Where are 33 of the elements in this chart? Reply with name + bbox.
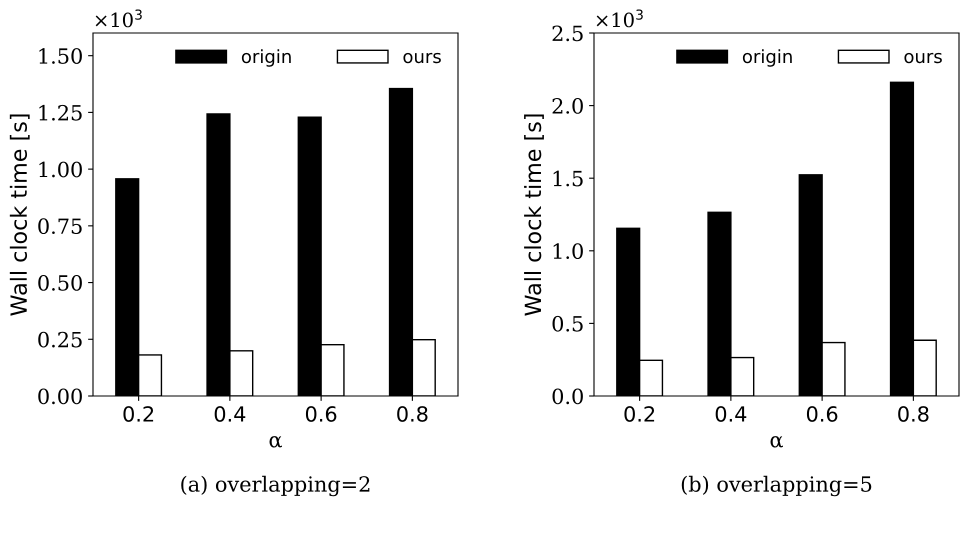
y-tick-label: 1.5	[554, 170, 583, 186]
y-tick-label: 1.50	[39, 48, 82, 64]
x-axis-title: α	[770, 436, 783, 448]
y-axis-title: Wall clock time [s]	[10, 114, 30, 316]
y-tick-label: 0.75	[38, 218, 82, 234]
x-tick-label: 0.4	[716, 406, 746, 422]
y-tick-label: 1.00	[39, 162, 82, 178]
y-tick-label: 0.5	[552, 316, 583, 332]
y-tick-label: 0.50	[38, 275, 82, 291]
y-tick-label: 0.25	[38, 332, 82, 348]
text: (a) overlapping=2	[181, 476, 370, 496]
x-tick-label: 0.2	[624, 406, 654, 422]
y-tick-label: 1.0	[554, 243, 583, 260]
x-tick-label: 0.6	[306, 406, 336, 422]
y-tick-label: 0.0	[552, 388, 583, 404]
text: ×10$^{3}$	[596, 9, 643, 28]
legend-label: origin	[742, 49, 792, 67]
legend-label: origin	[242, 49, 291, 67]
y-tick-label: 2.5	[552, 25, 583, 42]
legend-label: ours	[403, 52, 441, 64]
legend-label: ours	[904, 52, 942, 64]
x-tick-label: 0.8	[397, 406, 428, 422]
text: ×10$^{3}$	[96, 9, 142, 28]
y-tick-label: 2.0	[552, 98, 583, 114]
y-tick-label: 1.25	[39, 104, 82, 121]
x-tick-label: 0.4	[214, 406, 246, 422]
x-tick-label: 0.6	[806, 406, 838, 422]
x-axis-title: α	[270, 436, 282, 448]
y-tick-label: 0.00	[38, 388, 82, 404]
y-axis-title: Wall clock time [s]	[524, 114, 544, 316]
x-tick-label: 0.2	[123, 406, 154, 422]
text: (b) overlapping=5	[682, 476, 872, 496]
x-tick-label: 0.8	[898, 406, 929, 422]
